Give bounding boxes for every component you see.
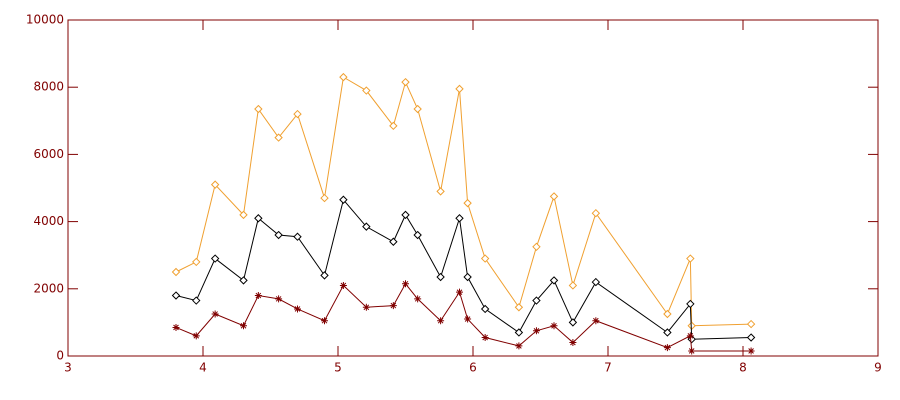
point-marker — [463, 198, 472, 208]
point-marker — [389, 302, 397, 310]
y-tick-label: 6000 — [33, 147, 64, 161]
point-marker — [532, 327, 540, 335]
point-marker — [455, 84, 464, 94]
y-tick-label: 0 — [56, 349, 64, 363]
x-tick-label: 7 — [604, 361, 612, 375]
point-marker — [686, 254, 695, 263]
point-marker — [480, 254, 490, 263]
point-marker — [436, 272, 445, 282]
point-marker — [663, 328, 672, 337]
x-tick-label: 8 — [739, 361, 747, 375]
point-marker — [254, 104, 263, 114]
point-marker — [747, 347, 755, 355]
point-marker — [515, 342, 523, 350]
series-line — [175, 282, 752, 352]
y-tick-label: 10000 — [26, 13, 64, 27]
point-marker — [171, 291, 181, 300]
point-marker — [591, 277, 601, 287]
point-marker — [437, 317, 445, 325]
x-tick-label: 6 — [469, 361, 477, 375]
y-tick-label: 8000 — [33, 80, 64, 94]
point-marker — [550, 322, 558, 330]
point-marker — [746, 319, 756, 329]
point-marker — [339, 195, 348, 204]
point-marker — [275, 295, 283, 303]
point-marker — [532, 242, 541, 252]
point-marker — [532, 296, 541, 305]
point-marker — [414, 295, 422, 303]
point-marker — [274, 133, 283, 142]
point-marker — [514, 328, 524, 337]
plot-frame — [67, 19, 879, 357]
point-marker — [389, 237, 398, 246]
point-marker — [686, 299, 695, 309]
point-marker — [211, 310, 219, 318]
point-marker — [239, 276, 248, 285]
point-marker — [320, 271, 329, 280]
point-marker — [549, 276, 559, 285]
point-marker — [210, 254, 220, 263]
point-marker — [413, 230, 422, 240]
point-marker — [413, 104, 422, 114]
x-tick-label: 3 — [64, 361, 72, 375]
x-tick-label: 4 — [199, 361, 207, 375]
point-marker — [240, 322, 247, 330]
point-marker — [401, 77, 410, 87]
point-marker — [389, 121, 398, 131]
point-marker — [293, 109, 302, 119]
point-marker — [688, 347, 696, 355]
y-tick-label: 2000 — [33, 281, 64, 295]
point-marker — [339, 281, 347, 289]
point-marker — [569, 339, 577, 347]
point-marker — [274, 230, 283, 240]
point-marker — [746, 333, 756, 342]
point-marker — [339, 72, 348, 82]
point-marker — [254, 292, 262, 300]
point-marker — [514, 303, 524, 312]
point-marker — [402, 280, 409, 288]
point-marker — [568, 318, 578, 327]
point-marker — [192, 332, 200, 340]
point-marker — [210, 180, 220, 189]
series-line — [175, 198, 752, 340]
point-marker — [321, 317, 328, 325]
x-tick-label: 5 — [334, 361, 342, 375]
point-marker — [455, 214, 464, 223]
point-marker — [293, 232, 302, 241]
point-marker — [481, 334, 489, 342]
point-marker — [549, 192, 559, 201]
point-marker — [591, 208, 601, 218]
point-marker — [663, 309, 672, 319]
point-marker — [294, 305, 301, 313]
point-marker — [463, 272, 472, 282]
point-marker — [464, 315, 472, 323]
point-marker — [436, 187, 445, 196]
point-marker — [192, 257, 201, 267]
point-marker — [362, 86, 371, 95]
point-marker — [362, 303, 370, 311]
point-marker — [568, 281, 578, 290]
x-tick-label: 9 — [874, 361, 882, 375]
point-marker — [172, 323, 180, 331]
point-marker — [401, 210, 410, 220]
series-line — [175, 76, 752, 327]
point-marker — [362, 222, 371, 231]
point-marker — [254, 214, 263, 223]
point-marker — [456, 288, 463, 296]
y-tick-label: 4000 — [33, 214, 64, 228]
point-marker — [480, 304, 490, 314]
point-marker — [663, 344, 671, 352]
point-marker — [239, 210, 248, 220]
point-marker — [592, 317, 600, 325]
point-marker — [320, 193, 329, 203]
point-marker — [171, 267, 181, 277]
point-marker — [686, 332, 694, 340]
point-marker — [192, 296, 201, 305]
